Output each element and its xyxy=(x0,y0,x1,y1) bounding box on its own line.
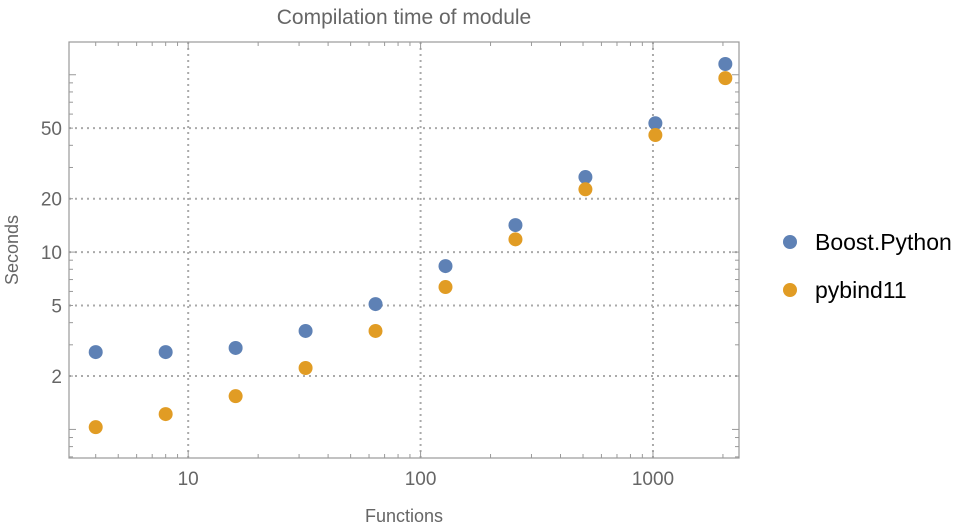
point-pybind11 xyxy=(718,71,733,86)
point-boost-python xyxy=(88,345,103,360)
point-pybind11 xyxy=(508,232,523,247)
point-pybind11 xyxy=(158,407,173,422)
x-tick-labels: 10 100 1000 xyxy=(178,469,675,490)
legend-marker-boost-python xyxy=(783,235,797,249)
x-tick-label: 100 xyxy=(405,469,437,490)
point-boost-python xyxy=(718,56,733,71)
y-tick-label: 10 xyxy=(41,243,62,264)
y-tick-label: 5 xyxy=(51,296,62,317)
x-tick-label: 10 xyxy=(178,469,199,490)
point-boost-python xyxy=(648,116,663,131)
data-points xyxy=(88,56,733,435)
y-tick-labels: 2 5 10 20 50 xyxy=(41,119,62,388)
y-axis-title: Seconds xyxy=(2,215,22,285)
point-boost-python xyxy=(158,345,173,360)
point-boost-python xyxy=(438,259,453,274)
legend-label-pybind11: pybind11 xyxy=(815,277,907,303)
point-boost-python xyxy=(578,170,593,185)
point-boost-python xyxy=(368,297,383,312)
plot-frame xyxy=(68,41,740,459)
point-pybind11 xyxy=(578,182,593,197)
point-pybind11 xyxy=(228,389,243,404)
point-pybind11 xyxy=(88,420,103,435)
point-pybind11 xyxy=(298,361,313,376)
point-boost-python xyxy=(508,218,523,233)
point-pybind11 xyxy=(648,128,663,143)
grid xyxy=(69,42,739,458)
chart-title: Compilation time of module xyxy=(277,6,531,29)
minor-ticks xyxy=(69,42,739,458)
y-tick-label: 20 xyxy=(41,190,62,211)
point-boost-python xyxy=(228,340,243,355)
point-pybind11 xyxy=(438,280,453,295)
point-pybind11 xyxy=(368,323,383,338)
legend-marker-pybind11 xyxy=(783,283,797,297)
x-tick-label: 1000 xyxy=(632,469,674,490)
y-tick-label: 2 xyxy=(51,367,62,388)
legend-item-boost-python[interactable]: Boost.Python xyxy=(783,229,952,255)
y-tick-label: 50 xyxy=(41,119,62,140)
x-axis-title: Functions xyxy=(365,506,443,525)
legend: Boost.Python pybind11 xyxy=(783,229,952,303)
point-boost-python xyxy=(298,323,313,338)
legend-label-boost-python: Boost.Python xyxy=(815,229,952,255)
legend-item-pybind11[interactable]: pybind11 xyxy=(783,277,907,303)
